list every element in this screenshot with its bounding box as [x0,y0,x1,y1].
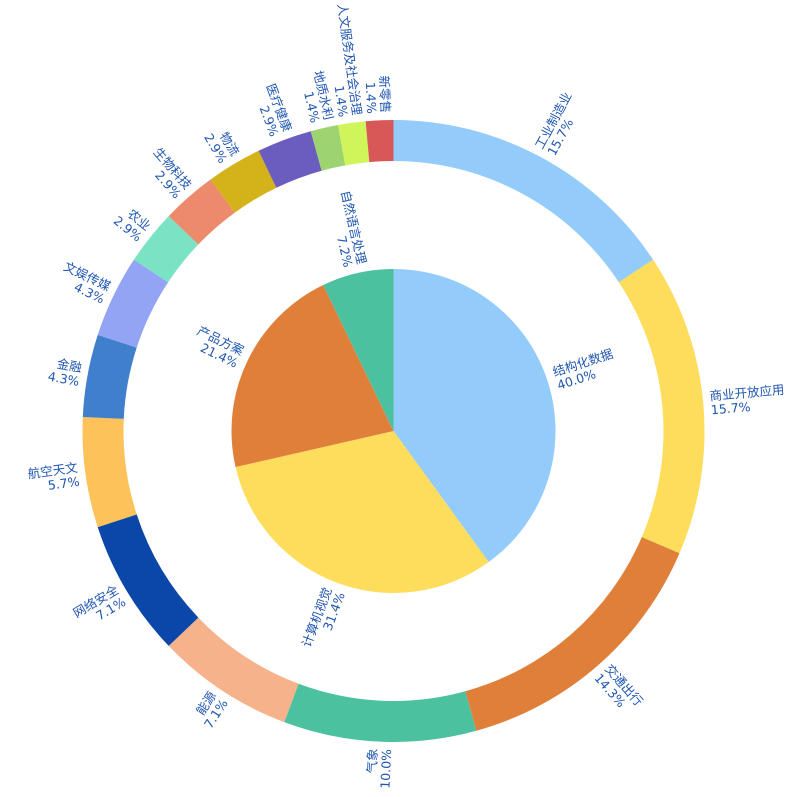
slice-工业制造业[interactable] [393,120,654,283]
slice-新零售[interactable] [365,120,394,163]
label-name: 航空天文 [27,460,79,482]
slice-产品方案[interactable] [231,285,394,468]
slice-label: 医疗健康2.9% [250,82,295,139]
inner-pie: 结构化数据40.0% 计算机视觉31.4% 产品方案21.4% 自然语言处理7.2% [189,189,619,654]
slice-航空天文[interactable] [82,417,137,528]
slice-label: 商业开放应用15.7% [709,382,786,418]
slice-label: 结构化数据40.0% [551,346,619,393]
slice-label: 生物科技2.9% [140,145,195,202]
slice-金融[interactable] [82,334,137,419]
slice-气象[interactable] [284,683,477,742]
label-percent: 7.2% [334,234,356,268]
slice-交通出行[interactable] [465,537,680,731]
slice-文娱传媒[interactable] [97,259,169,348]
slice-能源[interactable] [168,617,299,723]
slice-医疗健康[interactable] [258,131,322,188]
slice-label: 自然语言处理7.2% [324,189,369,269]
label-name: 新零售 [377,75,394,113]
slice-结构化数据[interactable] [393,269,556,563]
slice-label: 工业制造业15.7% [532,89,587,158]
label-percent: 1.4% [332,84,351,118]
slice-label: 计算机视觉31.4% [299,585,348,654]
slice-物流[interactable] [210,150,277,213]
slice-label: 金融4.3% [47,355,84,389]
label-name: 金融 [56,356,84,375]
slice-label: 新零售1.4% [363,75,394,114]
slice-label: 文娱传媒4.3% [55,259,113,307]
label-name: 气象 [364,748,380,774]
slice-计算机视觉[interactable] [235,431,489,593]
slice-label: 交通出行14.3% [591,661,646,718]
slice-label: 网络安全7.1% [70,582,128,633]
slice-label: 能源7.1% [189,688,231,731]
slice-地质水利[interactable] [310,124,346,171]
slice-label: 产品方案21.4% [189,323,247,371]
slice-label: 地质水利1.4% [297,69,336,124]
slice-自然语言处理[interactable] [323,269,394,431]
label-percent: 1.4% [363,82,379,115]
label-name: 商业开放应用 [709,382,785,404]
slice-商业开放应用[interactable] [618,259,705,554]
slice-农业[interactable] [133,216,199,283]
slice-label: 农业2.9% [111,202,154,245]
label-percent: 4.3% [47,369,81,389]
slice-label: 物流2.9% [201,124,242,167]
label-percent: 1.4% [301,90,323,124]
label-percent: 5.7% [47,474,81,493]
outer-ring: 工业制造业15.7% 商业开放应用15.7% 交通出行14.3% 气象10.0% 能源7… [27,3,786,790]
slice-人文服务及社会治理[interactable] [337,121,370,166]
slice-网络安全[interactable] [97,514,199,646]
slice-label: 航空天文5.7% [27,460,81,496]
label-percent: 15.7% [710,399,751,418]
slice-生物科技[interactable] [168,179,235,245]
slice-label: 气象10.0% [363,748,394,789]
label-percent: 10.0% [377,749,394,789]
